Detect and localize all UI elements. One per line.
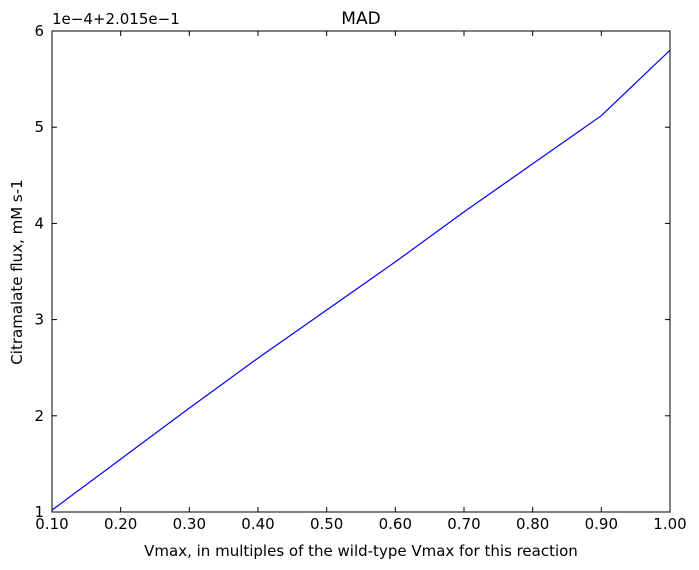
y-tick-label: 3 — [34, 311, 44, 329]
y-tick-label: 5 — [34, 118, 44, 136]
y-tick-label: 1 — [34, 503, 44, 521]
x-tick-label: 0.10 — [35, 515, 68, 533]
y-axis-label: Citramalate flux, mM s-1 — [8, 179, 26, 364]
x-tick-label: 0.80 — [516, 515, 549, 533]
series-line — [51, 49, 671, 511]
y-tick-label: 2 — [34, 407, 44, 425]
x-tick-label: 0.60 — [379, 515, 412, 533]
x-tick-label: 0.30 — [173, 515, 206, 533]
x-tick-label: 0.70 — [447, 515, 480, 533]
plot-frame — [51, 30, 671, 513]
x-tick-label: 0.90 — [585, 515, 618, 533]
x-tick-label: 1.00 — [653, 515, 686, 533]
offset-text: 1e−4+2.015e−1 — [52, 10, 180, 28]
chart-title: MAD — [341, 9, 380, 29]
x-tick-label: 0.20 — [104, 515, 137, 533]
x-tick-label: 0.40 — [241, 515, 274, 533]
plot-area — [52, 31, 670, 512]
y-tick-label: 6 — [34, 22, 44, 40]
ticks — [51, 30, 671, 513]
x-tick-label: 0.50 — [310, 515, 343, 533]
x-axis-label: Vmax, in multiples of the wild-type Vmax… — [144, 542, 578, 560]
tick-labels: 0.10 0.20 0.30 0.40 0.50 0.60 0.70 0.80 0.90 1.00… — [34, 22, 686, 533]
y-tick-label: 4 — [34, 214, 44, 232]
